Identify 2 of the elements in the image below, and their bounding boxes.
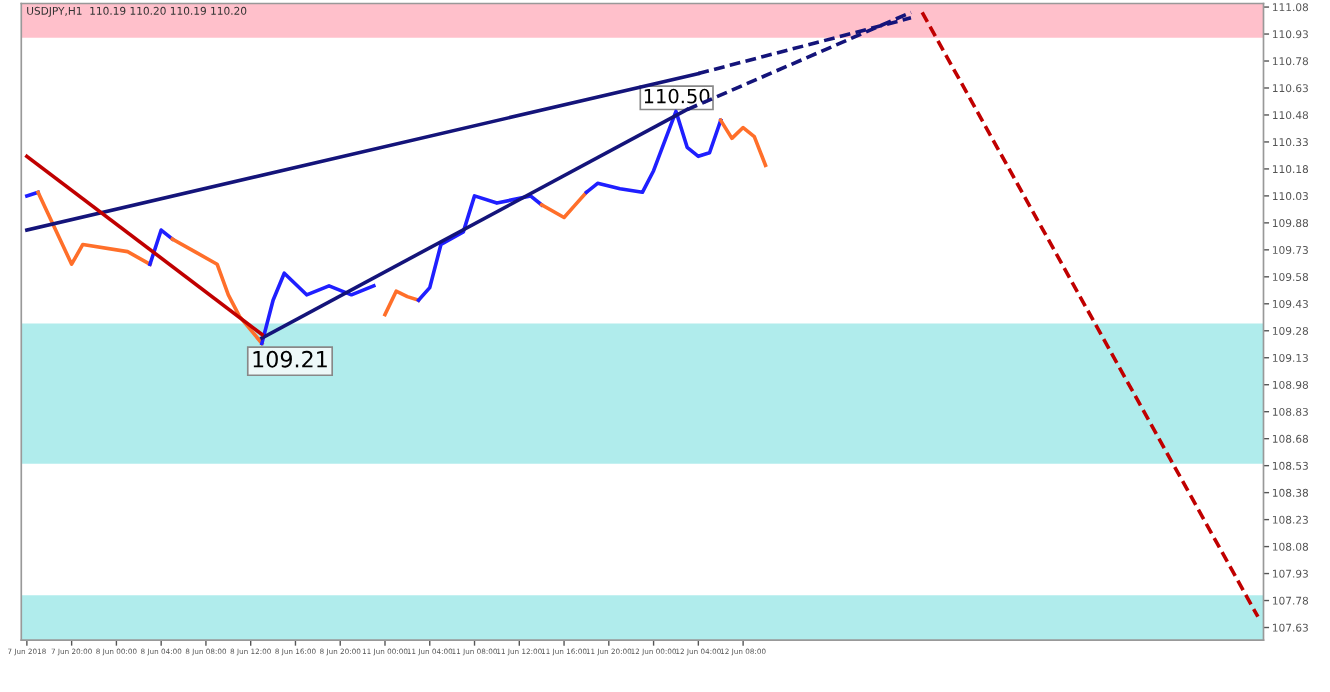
annotation: 109.21	[253, 350, 327, 368]
annotation: 110.50	[644, 88, 710, 104]
